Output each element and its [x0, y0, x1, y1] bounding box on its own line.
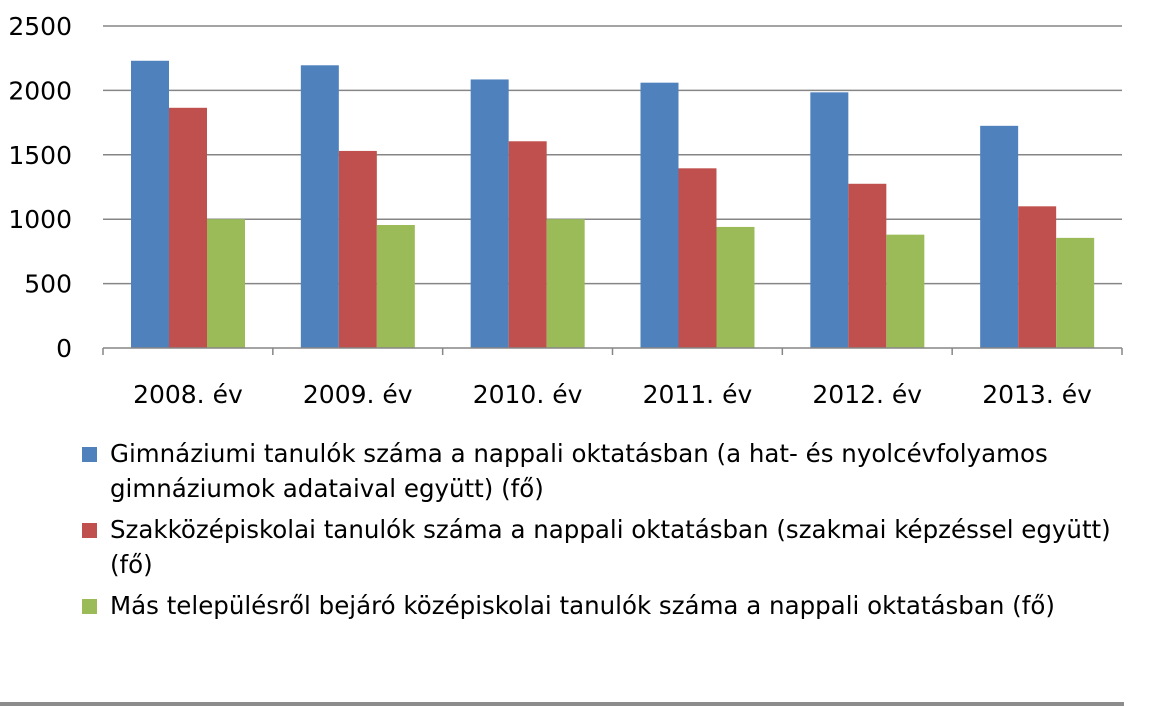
- bar-series2-cat0: [207, 219, 245, 348]
- legend-swatch-red: [82, 523, 97, 538]
- bar-series1-cat2: [508, 141, 547, 348]
- bars: [131, 60, 1095, 349]
- bar-series0-cat0: [131, 60, 169, 348]
- bar-series2-cat1: [376, 224, 415, 348]
- bar-series1-cat0: [169, 107, 207, 349]
- bar-series1-cat3: [678, 168, 717, 348]
- x-tick-label: 2013. év: [982, 380, 1092, 409]
- bar-series2-cat5: [1056, 237, 1095, 348]
- legend: Gimnáziumi tanulók száma a nappali oktat…: [82, 436, 1122, 629]
- y-tick-label: 500: [24, 270, 72, 299]
- legend-label: Gimnáziumi tanulók száma a nappali oktat…: [110, 439, 1048, 503]
- y-tick-label: 2000: [8, 76, 72, 105]
- bar-series1-cat4: [848, 183, 887, 348]
- bar-series0-cat1: [300, 65, 339, 348]
- bar-series0-cat5: [980, 125, 1019, 348]
- x-tick-label: 2010. év: [473, 380, 583, 409]
- bar-series0-cat4: [810, 92, 849, 348]
- legend-label: Szakközépiskolai tanulók száma a nappali…: [110, 515, 1111, 579]
- legend-item-gimnazium: Gimnáziumi tanulók száma a nappali oktat…: [82, 436, 1122, 506]
- legend-swatch-green: [82, 599, 97, 614]
- x-tick-label: 2008. év: [133, 380, 243, 409]
- bar-series0-cat2: [470, 79, 509, 349]
- legend-item-bejaro: Más településről bejáró középiskolai tan…: [82, 588, 1122, 623]
- y-axis-tick-labels: 0 500 1000 1500 2000 2500: [8, 12, 72, 363]
- bar-chart: 0 500 1000 1500 2000 2500 2008. év 2009. év 201…: [8, 12, 1123, 409]
- x-tick-label: 2012. év: [812, 380, 922, 409]
- bar-series2-cat3: [716, 226, 755, 348]
- legend-swatch-blue: [82, 447, 97, 462]
- bottom-divider: [0, 702, 1124, 706]
- bar-series2-cat4: [886, 234, 925, 348]
- bar-series2-cat2: [546, 219, 585, 348]
- y-tick-label: 0: [56, 334, 72, 363]
- x-axis-tick-labels: 2008. év 2009. év 2010. év 2011. év 2012. év…: [133, 380, 1092, 409]
- x-tick-label: 2009. év: [303, 380, 413, 409]
- y-tick-label: 1500: [8, 141, 72, 170]
- legend-item-szakkozep: Szakközépiskolai tanulók száma a nappali…: [82, 512, 1122, 582]
- legend-label: Más településről bejáró középiskolai tan…: [110, 591, 1055, 620]
- gridlines: [103, 25, 1122, 285]
- y-tick-label: 1000: [8, 205, 72, 234]
- bar-series0-cat3: [640, 82, 679, 348]
- x-tick-label: 2011. év: [643, 380, 753, 409]
- bar-series1-cat1: [338, 150, 377, 348]
- y-tick-label: 2500: [8, 12, 72, 41]
- x-axis-ticks: [102, 348, 1123, 355]
- bar-series1-cat5: [1018, 206, 1057, 348]
